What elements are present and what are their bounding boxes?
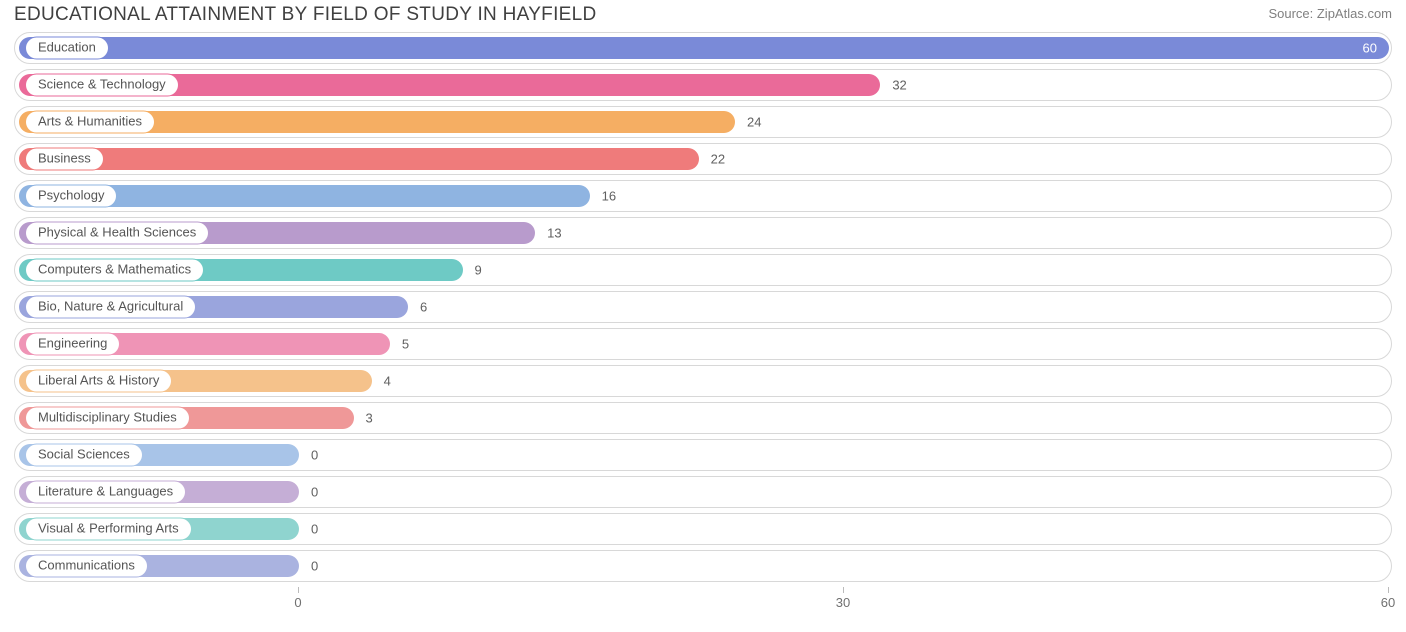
bar-value-label: 0 — [311, 559, 318, 574]
bar-row: 4 Liberal Arts & History — [14, 365, 1392, 397]
bar-category-pill: Liberal Arts & History — [25, 370, 172, 393]
axis-tick-line — [298, 587, 299, 593]
bar-row: 0 Literature & Languages — [14, 476, 1392, 508]
bar-category-pill: Science & Technology — [25, 74, 179, 97]
bar-row: 5 Engineering — [14, 328, 1392, 360]
bar-category-pill: Multidisciplinary Studies — [25, 407, 190, 430]
bar-track: 0 — [19, 555, 1387, 577]
bar-value-label: 24 — [747, 115, 761, 130]
chart-plot-area: 60Education32Science & Technology24Arts … — [0, 32, 1406, 582]
axis-tick-label: 60 — [1381, 595, 1395, 610]
bar-value-label: 5 — [402, 337, 409, 352]
bar-category-pill: Literature & Languages — [25, 481, 186, 504]
bar-category-pill: Communications — [25, 555, 148, 578]
bar-row: 6 Bio, Nature & Agricultural — [14, 291, 1392, 323]
bar-track: 6 — [19, 296, 1387, 318]
bar-value-label: 6 — [420, 300, 427, 315]
bar-track: 0 — [19, 481, 1387, 503]
bar-track: 32 — [19, 74, 1387, 96]
bar-row: 0 Social Sciences — [14, 439, 1392, 471]
bar-track: 24 — [19, 111, 1387, 133]
bar-value-label: 13 — [547, 226, 561, 241]
bar-category-pill: Visual & Performing Arts — [25, 518, 192, 541]
bar-row: 0 Communications — [14, 550, 1392, 582]
axis-tick-line — [843, 587, 844, 593]
bar-value-label: 9 — [475, 263, 482, 278]
bar-track: 4 — [19, 370, 1387, 392]
bar-value-label: 0 — [311, 485, 318, 500]
bar-value-label: 32 — [892, 78, 906, 93]
bar-value-label: 0 — [311, 448, 318, 463]
bar-value-label: 60 — [1363, 41, 1377, 56]
axis-tick-label: 0 — [294, 595, 301, 610]
bar-row: 60 Education — [14, 32, 1392, 64]
bar-row: 9 Computers & Mathematics — [14, 254, 1392, 286]
bar-track: 3 — [19, 407, 1387, 429]
bar-row: 13 Physical & Health Sciences — [14, 217, 1392, 249]
bar-track: 5 — [19, 333, 1387, 355]
bar-row: 0 Visual & Performing Arts — [14, 513, 1392, 545]
bar-category-pill: Psychology — [25, 185, 117, 208]
bar-category-pill: Engineering — [25, 333, 120, 356]
bar-row: 3 Multidisciplinary Studies — [14, 402, 1392, 434]
bar-category-pill: Arts & Humanities — [25, 111, 155, 134]
bar-row: 32 Science & Technology — [14, 69, 1392, 101]
bar-category-pill: Bio, Nature & Agricultural — [25, 296, 196, 319]
bar-category-pill: Business — [25, 148, 104, 171]
bar-track: 22 — [19, 148, 1387, 170]
bar-track: 0 — [19, 444, 1387, 466]
bar-category-pill: Physical & Health Sciences — [25, 222, 209, 245]
bar-track: 16 — [19, 185, 1387, 207]
axis-tick-label: 30 — [836, 595, 850, 610]
x-axis: 0 30 60 — [14, 587, 1392, 617]
bar-category-pill: Education — [25, 37, 109, 60]
bar-track: 13 — [19, 222, 1387, 244]
bar-track: 60 — [19, 37, 1387, 59]
bar-row: 22 Business — [14, 143, 1392, 175]
bar-row: 24 Arts & Humanities — [14, 106, 1392, 138]
bar-value-label: 4 — [384, 374, 391, 389]
bar-value-label: 16 — [602, 189, 616, 204]
bar-track: 0 — [19, 518, 1387, 540]
bar-value-label: 3 — [366, 411, 373, 426]
chart-title: EDUCATIONAL ATTAINMENT BY FIELD OF STUDY… — [14, 4, 597, 26]
bar-value-label: 0 — [311, 522, 318, 537]
bar-fill — [19, 37, 1389, 59]
bar-row: 16 Psychology — [14, 180, 1392, 212]
bar-fill — [19, 148, 699, 170]
bar-category-pill: Social Sciences — [25, 444, 143, 467]
bar-track: 9 — [19, 259, 1387, 281]
bar-category-pill: Computers & Mathematics — [25, 259, 204, 282]
chart-header: EDUCATIONAL ATTAINMENT BY FIELD OF STUDY… — [0, 0, 1406, 32]
chart-source: Source: ZipAtlas.com — [1268, 6, 1392, 21]
axis-tick-line — [1388, 587, 1389, 593]
bar-value-label: 22 — [711, 152, 725, 167]
